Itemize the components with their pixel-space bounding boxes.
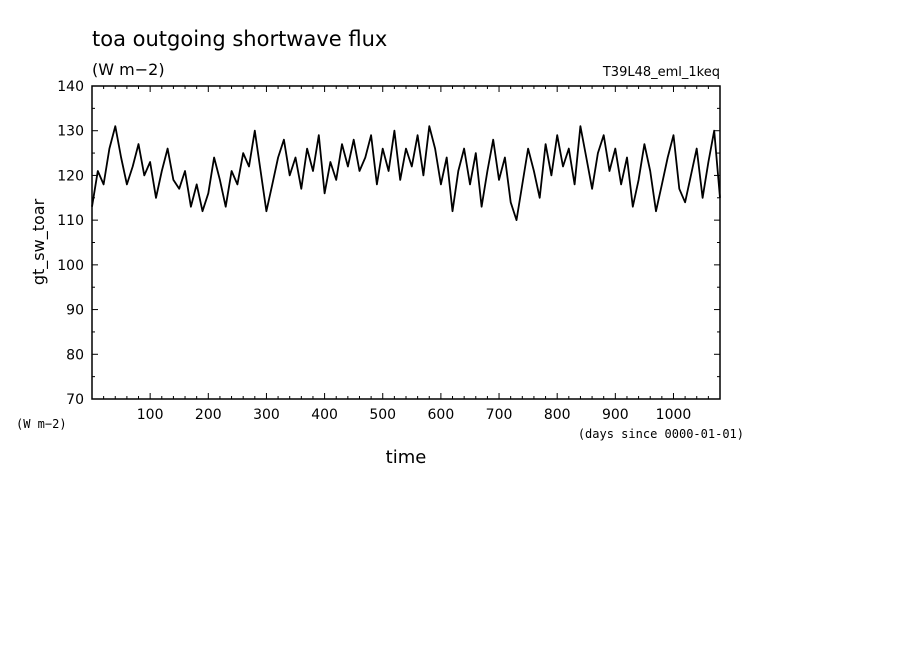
y-tick-label: 110 [57, 213, 84, 229]
plot-frame [91, 85, 721, 400]
x-tick-label: 700 [486, 407, 513, 423]
y-unit-label: (W m−2) [16, 417, 67, 431]
x-axis-label: time [386, 447, 427, 468]
y-tick-label: 130 [57, 124, 84, 140]
x-tick-label: 500 [369, 407, 396, 423]
x-tick-label: 300 [253, 407, 280, 423]
y-tick-label: 90 [66, 303, 84, 319]
series-line [91, 125, 721, 221]
chart-subtitle: (W m−2) [92, 60, 165, 79]
axis-ticks [92, 85, 720, 400]
y-axis-label: gt_sw_toar [29, 198, 49, 285]
run-label: T39L48_eml_1keq [602, 65, 720, 80]
x-tick-label: 1000 [656, 407, 692, 423]
x-tick-label: 800 [544, 407, 571, 423]
x-tick-label: 200 [195, 407, 222, 423]
y-tick-label: 70 [66, 392, 84, 408]
x-unit-label: (days since 0000-01-01) [578, 427, 744, 441]
y-tick-label: 80 [66, 347, 84, 363]
x-tick-label: 900 [602, 407, 629, 423]
x-tick-label: 600 [428, 407, 455, 423]
y-tick-label: 120 [57, 168, 84, 184]
x-tick-label: 100 [137, 407, 164, 423]
x-tick-label: 400 [311, 407, 338, 423]
y-tick-label: 140 [57, 79, 84, 95]
chart-title: toa outgoing shortwave flux [92, 27, 387, 51]
y-tick-label: 100 [57, 258, 84, 274]
y-tick-labels: 70 80 90 100 110 120 130 140 [57, 79, 84, 408]
x-tick-labels: 100 200 300 400 500 600 700 800 900 1000 [137, 407, 692, 423]
